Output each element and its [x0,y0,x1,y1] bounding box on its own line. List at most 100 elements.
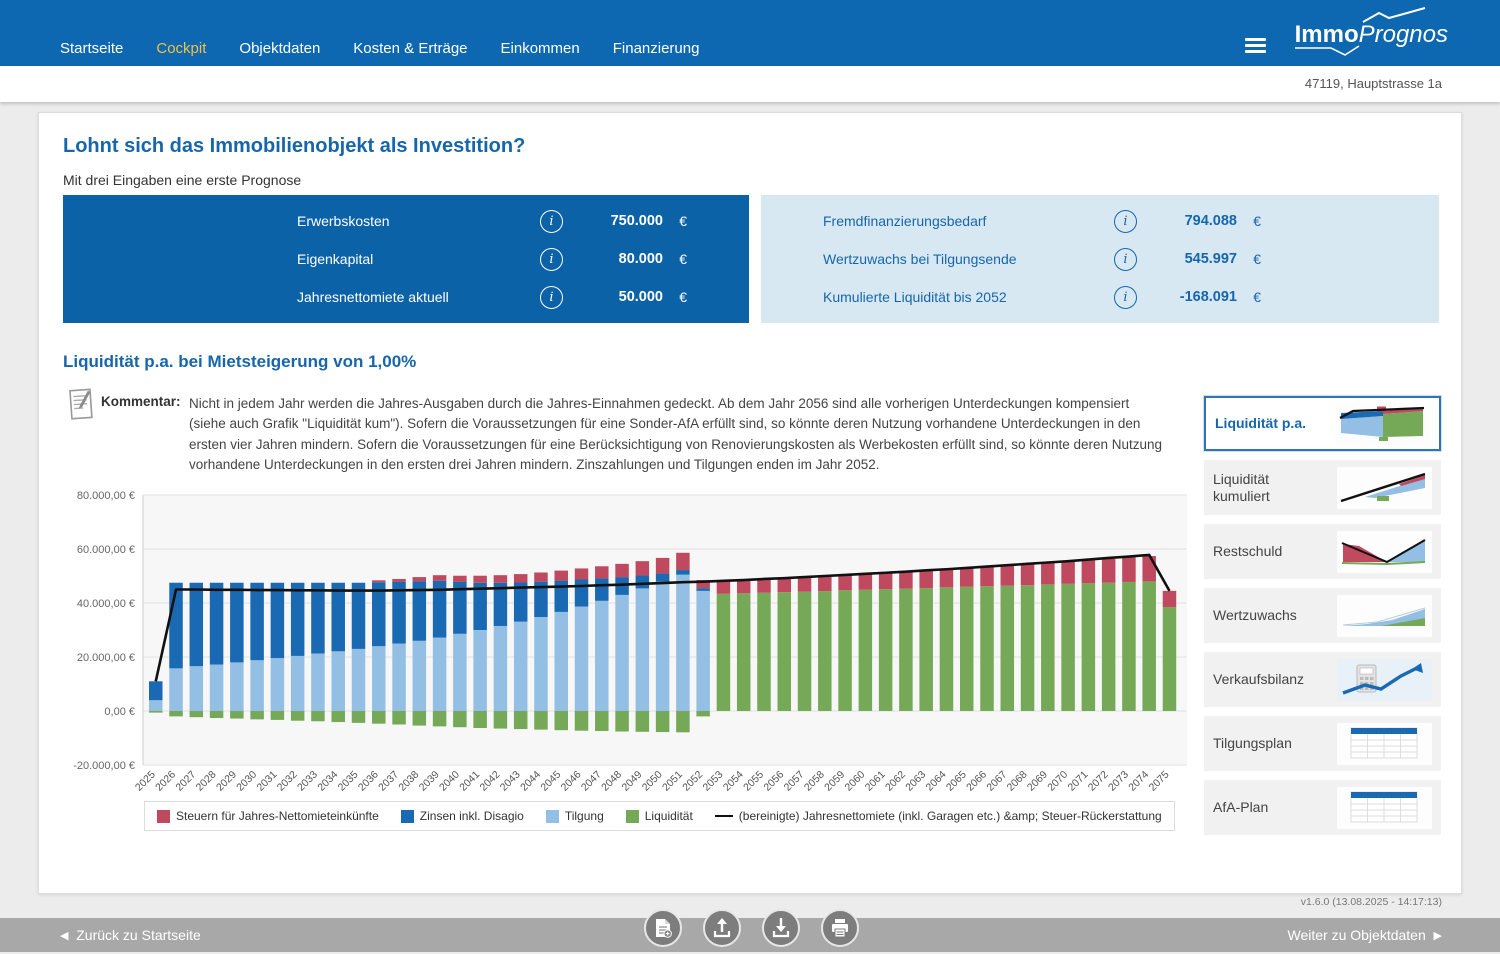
svg-text:2036: 2036 [356,769,381,794]
print-button[interactable] [821,909,859,947]
page-subtitle: Mit drei Eingaben eine erste Prognose [63,172,302,188]
legend-color-swatch [625,809,639,823]
legend-item-miete: (bereinigte) Jahresnettomiete (inkl. Gar… [714,809,1162,823]
svg-text:2068: 2068 [1005,769,1030,794]
sidebar-item-label: Liquidität kumuliert [1213,470,1270,504]
back-to-start-button[interactable]: ◀ Zurück zu Startseite [60,927,201,943]
sub-header: 47119, Hauptstrasse 1a [0,66,1500,102]
sidebar-item-tilgungsplan[interactable]: Tilgungsplan [1204,716,1441,771]
sidebar-item-restschuld[interactable]: Restschuld [1204,524,1441,579]
download-icon [772,918,790,938]
info-icon[interactable]: i [1114,247,1137,271]
sidebar-item-verkaufsbilanz[interactable]: Verkaufsbilanz [1204,652,1441,707]
svg-text:2051: 2051 [660,769,685,794]
output-value: 545.997 [1184,251,1237,267]
sidebar-item-label: Restschuld [1213,543,1283,559]
sidebar-item-liquiditaet-pa[interactable]: Liquidität p.a. [1204,396,1441,451]
nav-item-finanzierung[interactable]: Finanzierung [612,40,700,57]
back-arrow-icon: ◀ [60,930,69,942]
input-value: 50.000 [618,289,663,305]
svg-text:2027: 2027 [173,769,198,794]
chart-legend: Steuern für Jahres-Nettomieteinkünfte Zin… [144,801,1175,831]
nav-item-cockpit[interactable]: Cockpit [156,40,207,57]
sidebar-item-label: Wertzuwachs [1213,607,1297,623]
legend-label: Liquidität [644,809,693,823]
legend-item-tilgung: Tilgung [545,809,604,823]
svg-text:2047: 2047 [579,769,604,794]
output-label: Wertzuwachs bei Tilgungsende [823,251,1017,267]
footer-bar: ◀ Zurück zu Startseite Weiter zu Objektd… [0,918,1500,952]
legend-item-steuern: Steuern für Jahres-Nettomieteinkünfte [157,809,379,823]
svg-text:2050: 2050 [640,769,665,794]
info-icon[interactable]: i [540,209,563,233]
restschuld-thumbnail-icon [1337,530,1432,573]
upload-icon [713,918,731,938]
legend-line-swatch [714,815,733,817]
nav-item-kosten-ertraege[interactable]: Kosten & Erträge [353,40,468,57]
sidebar-item-wertzuwachs[interactable]: Wertzuwachs [1204,588,1441,643]
new-document-icon [655,918,672,938]
svg-text:-20.000,00 €: -20.000,00 € [73,760,135,772]
currency-unit: € [679,289,687,305]
sidebar-item-label: Verkaufsbilanz [1213,671,1305,687]
svg-text:2063: 2063 [903,769,928,794]
svg-text:0,00 €: 0,00 € [104,706,135,718]
svg-text:2028: 2028 [194,769,219,794]
tilgungsplan-thumbnail-icon [1337,722,1432,765]
outputs-panel: Fremdfinanzierungsbedarf i 794.088 € Wertzuw… [761,195,1439,323]
svg-text:2025: 2025 [133,769,158,794]
svg-text:2034: 2034 [315,769,340,794]
svg-text:2044: 2044 [518,769,543,794]
nav-item-startseite[interactable]: Startseite [60,40,124,57]
input-row: Erwerbskosten i 750.000 € [63,206,749,236]
input-label: Eigenkapital [297,251,374,267]
svg-text:60.000,00 €: 60.000,00 € [77,544,135,556]
currency-unit: € [679,213,687,229]
svg-text:2053: 2053 [701,769,726,794]
info-icon[interactable]: i [540,247,563,271]
logo-text-immo: Immo [1294,21,1359,48]
svg-text:2064: 2064 [924,769,949,794]
svg-text:20.000,00 €: 20.000,00 € [77,652,135,664]
svg-text:2032: 2032 [275,769,300,794]
input-row: Eigenkapital i 80.000 € [63,244,749,274]
nav-item-objektdaten[interactable]: Objektdaten [239,40,321,57]
new-document-button[interactable] [644,909,682,947]
nav-item-einkommen[interactable]: Einkommen [500,40,580,57]
sidebar-item-afa-plan[interactable]: AfA-Plan [1204,780,1441,835]
output-row: Kumulierte Liquidität bis 2052 i -168.091 € [761,282,1439,312]
output-value: 794.088 [1184,213,1237,229]
legend-color-swatch [400,809,414,823]
info-icon[interactable]: i [1114,209,1137,233]
liquidity-chart-canvas: 80.000,00 € 60.000,00 € 40.000,00 € 20.000,… [73,490,1187,794]
output-label: Fremdfinanzierungsbedarf [823,213,987,229]
liquiditaet-kumuliert-thumbnail-icon [1337,466,1432,509]
download-button[interactable] [762,909,800,947]
next-to-objektdaten-button[interactable]: Weiter zu Objektdaten ▶ [1287,927,1442,943]
svg-text:2045: 2045 [538,769,563,794]
legend-color-swatch [545,809,559,823]
sidebar-item-label: Tilgungsplan [1213,735,1292,751]
info-icon[interactable]: i [540,285,563,309]
app-logo: ImmoPrognos [1294,7,1448,56]
sidebar-item-label: Liquidität p.a. [1215,415,1306,431]
hamburger-menu-icon[interactable] [1245,38,1266,53]
svg-text:2066: 2066 [964,769,989,794]
liquidity-chart: 80.000,00 € 60.000,00 € 40.000,00 € 20.000,… [63,481,1213,801]
comment-note-icon [69,388,96,427]
svg-text:2055: 2055 [741,769,766,794]
svg-text:2067: 2067 [984,769,1009,794]
output-row: Wertzuwachs bei Tilgungsende i 545.997 € [761,244,1439,274]
property-address: 47119, Hauptstrasse 1a [1304,76,1442,91]
upload-button[interactable] [703,909,741,947]
liquiditaet-pa-thumbnail-icon [1335,402,1430,445]
sidebar-item-liquiditaet-kumuliert[interactable]: Liquidität kumuliert [1204,460,1441,515]
info-icon[interactable]: i [1114,285,1137,309]
svg-text:2069: 2069 [1025,769,1050,794]
svg-text:2056: 2056 [761,769,786,794]
svg-text:2073: 2073 [1106,769,1131,794]
svg-text:2072: 2072 [1086,769,1111,794]
svg-text:2049: 2049 [619,769,644,794]
wertzuwachs-thumbnail-icon [1337,594,1432,637]
page-title: Lohnt sich das Immobilienobjekt als Inve… [63,135,526,157]
